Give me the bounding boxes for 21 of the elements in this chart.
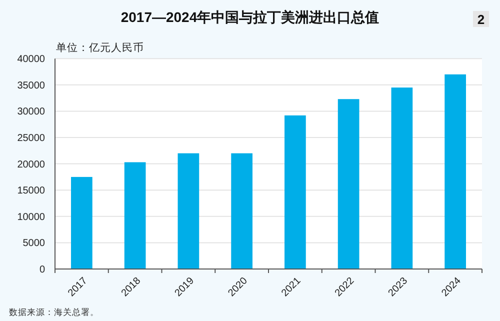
bar <box>338 99 360 269</box>
y-tick-label: 10000 <box>17 212 46 223</box>
bar <box>284 115 306 269</box>
y-tick-label: 35000 <box>17 80 46 92</box>
y-tick-label: 5000 <box>22 238 46 250</box>
source-note: 数据来源：海关总署。 <box>9 307 99 317</box>
bar <box>231 153 252 269</box>
chart-title: 2017—2024年中国与拉丁美洲进出口总值 <box>120 9 380 25</box>
text: 2 <box>477 12 485 27</box>
bar <box>391 88 413 269</box>
bar <box>178 153 200 269</box>
y-tick-label: 0 <box>39 264 46 276</box>
y-tick-label: 25000 <box>17 133 46 144</box>
bar <box>71 176 92 269</box>
bar <box>444 74 466 269</box>
y-tick-label: 40000 <box>17 54 46 66</box>
y-tick-label: 30000 <box>17 106 46 118</box>
y-axis-title: 单位：亿元人民币 <box>56 41 144 54</box>
bar <box>124 162 146 269</box>
y-tick-label: 15000 <box>17 186 46 197</box>
y-tick-label: 20000 <box>17 159 46 170</box>
